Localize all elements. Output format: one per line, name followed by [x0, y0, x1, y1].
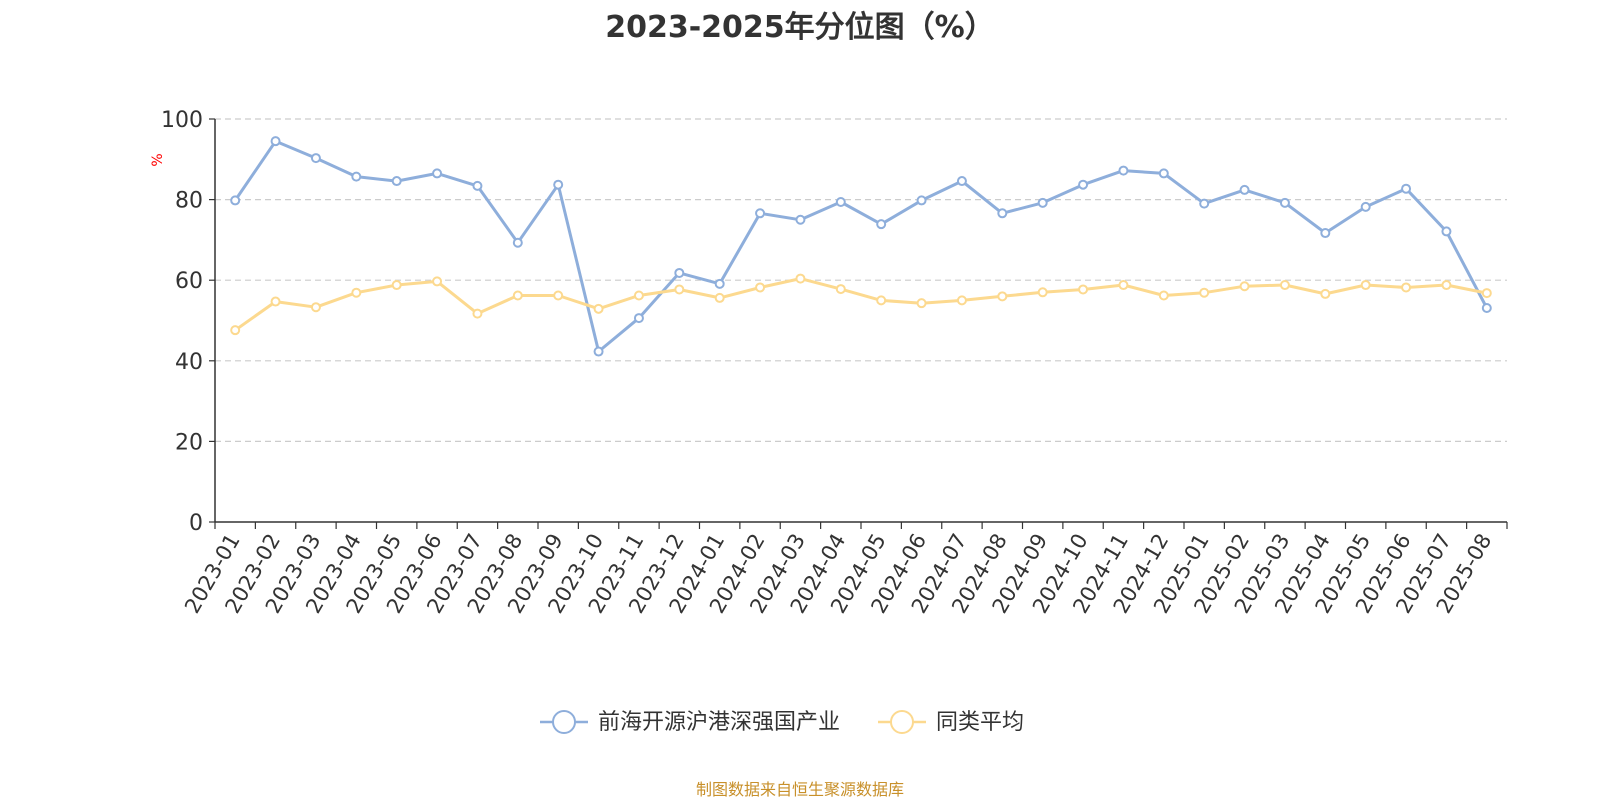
data-point [835, 284, 846, 295]
data-point [916, 195, 927, 206]
data-point [1118, 165, 1129, 176]
data-point [1118, 280, 1129, 291]
data-point [1199, 287, 1210, 298]
y-axis-label: % [150, 153, 166, 166]
data-point [1360, 201, 1371, 212]
data-point [593, 303, 604, 314]
data-point [553, 290, 564, 301]
data-point [1401, 183, 1412, 194]
data-point [230, 325, 241, 336]
data-point [391, 280, 402, 291]
data-point [472, 180, 483, 191]
data-point [230, 195, 241, 206]
data-point [270, 296, 281, 307]
data-point [997, 291, 1008, 302]
legend-label: 前海开源沪港深强国产业 [598, 710, 840, 735]
series-layer [230, 136, 1492, 357]
data-point [795, 214, 806, 225]
data-point [1037, 197, 1048, 208]
data-point [916, 298, 927, 309]
legend-label: 同类平均 [936, 710, 1024, 735]
series-line-2 [234, 277, 1488, 332]
data-point [997, 208, 1008, 219]
source-note: 制图数据来自恒生聚源数据库 [695, 780, 904, 799]
y-tick-label: 100 [161, 108, 203, 133]
data-point [956, 176, 967, 187]
data-point [1037, 287, 1048, 298]
data-point [1199, 198, 1210, 209]
data-point [876, 219, 887, 230]
data-point [1078, 179, 1089, 190]
data-point [553, 179, 564, 190]
data-point [755, 208, 766, 219]
data-point [1360, 280, 1371, 291]
data-point [391, 176, 402, 187]
data-point [351, 171, 362, 182]
data-point [310, 153, 321, 164]
data-point [593, 346, 604, 357]
y-tick-label: 60 [175, 269, 203, 294]
data-point [1279, 280, 1290, 291]
data-point [1320, 228, 1331, 239]
data-point [1441, 226, 1452, 237]
data-point [1239, 281, 1250, 292]
chart-title: 2023-2025年分位图（%） [605, 10, 995, 45]
data-point [270, 136, 281, 147]
data-point [1279, 197, 1290, 208]
data-point [1239, 184, 1250, 195]
data-point [1481, 303, 1492, 314]
data-point [1158, 290, 1169, 301]
legend-item-2[interactable]: 同类平均 [878, 710, 1024, 735]
series-line-1 [233, 139, 1489, 353]
data-point [876, 295, 887, 306]
data-point [1481, 288, 1492, 299]
data-point [351, 287, 362, 298]
grid-layer [215, 118, 1507, 442]
data-point [512, 290, 523, 301]
y-tick-label: 40 [175, 350, 203, 375]
axis-layer: 020406080100%2023-012023-022023-032023-0… [150, 108, 1508, 617]
legend-marker [552, 710, 576, 734]
data-point [432, 168, 443, 179]
data-point [795, 273, 806, 284]
data-point [1158, 168, 1169, 179]
data-point [633, 290, 644, 301]
data-point [633, 313, 644, 324]
data-point [674, 267, 685, 278]
data-point [472, 308, 483, 319]
legend[interactable]: 前海开源沪港深强国产业 同类平均 [540, 710, 1024, 735]
data-point [1320, 288, 1331, 299]
legend-marker [890, 710, 914, 734]
y-tick-label: 20 [175, 430, 203, 455]
data-point [714, 292, 725, 303]
data-point [674, 284, 685, 295]
data-point [512, 237, 523, 248]
y-tick-label: 80 [175, 189, 203, 214]
data-point [1441, 280, 1452, 291]
data-point [714, 278, 725, 289]
data-point [835, 197, 846, 208]
data-point [1078, 284, 1089, 295]
data-point [1401, 282, 1412, 293]
data-point [755, 282, 766, 293]
data-point [956, 295, 967, 306]
y-tick-label: 0 [189, 511, 203, 536]
data-point [310, 302, 321, 313]
data-point [432, 276, 443, 287]
legend-item-1[interactable]: 前海开源沪港深强国产业 [540, 710, 840, 735]
